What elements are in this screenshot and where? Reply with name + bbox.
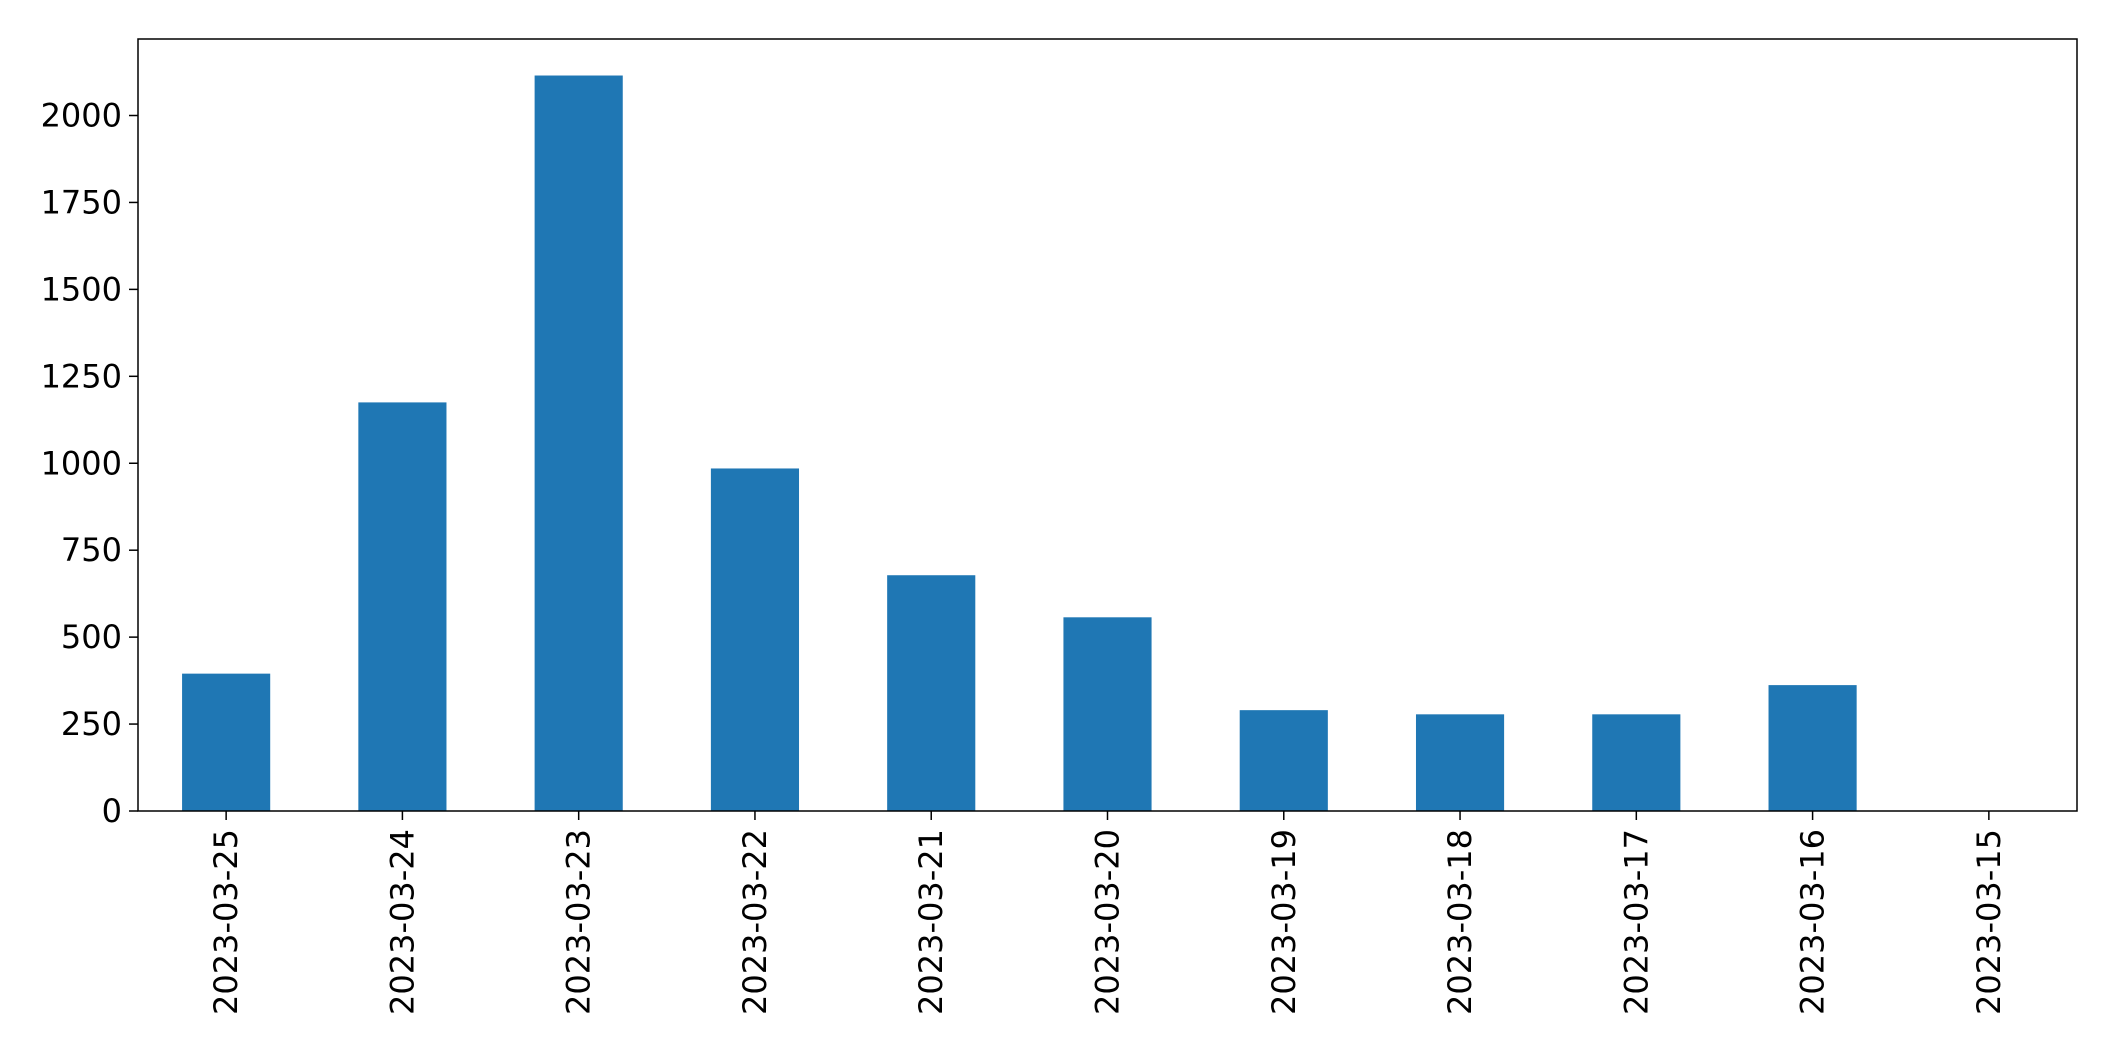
y-tick-label: 1750	[41, 183, 122, 221]
x-tick-label: 2023-03-22	[736, 829, 774, 1015]
y-axis-ticks: 0 250 500 750 1000 1250 1500 1750 2000	[41, 97, 138, 830]
x-tick-label: 2023-03-17	[1617, 829, 1655, 1015]
y-tick-label: 250	[61, 705, 122, 743]
x-tick-label: 2023-03-20	[1089, 829, 1127, 1015]
x-tick-label: 2023-03-19	[1265, 829, 1303, 1015]
y-tick-label: 1000	[41, 444, 122, 482]
x-tick-label: 2023-03-18	[1441, 829, 1479, 1015]
bar-2023-03-25	[182, 673, 271, 811]
bar-2023-03-18	[1415, 714, 1505, 811]
y-tick-label: 0	[102, 792, 122, 830]
x-tick-label: 2023-03-24	[383, 829, 421, 1015]
bar-2023-03-20	[1063, 617, 1152, 811]
x-tick-label: 2023-03-23	[560, 829, 598, 1015]
bar-2023-03-24	[358, 402, 447, 811]
y-tick-label: 1250	[41, 357, 122, 395]
bar-2023-03-22	[710, 468, 800, 811]
x-axis-ticks: 2023-03-25 2023-03-24 2023-03-23 2023-03-22…	[207, 811, 2008, 1015]
bars-group	[182, 75, 1857, 812]
x-tick-label: 2023-03-25	[207, 829, 245, 1015]
bar-2023-03-16	[1768, 685, 1857, 811]
plot-frame	[137, 38, 2078, 812]
bar-2023-03-19	[1239, 710, 1328, 811]
x-tick-label: 2023-03-15	[1970, 829, 2008, 1015]
y-tick-label: 750	[61, 531, 122, 569]
x-tick-label: 2023-03-21	[912, 829, 950, 1015]
y-tick-label: 1500	[41, 270, 122, 308]
y-tick-label: 2000	[41, 97, 122, 135]
bar-2023-03-21	[887, 575, 976, 811]
bar-2023-03-23	[534, 75, 623, 812]
x-tick-label: 2023-03-16	[1794, 829, 1832, 1015]
y-tick-label: 500	[61, 618, 122, 656]
bar-2023-03-17	[1592, 714, 1681, 811]
